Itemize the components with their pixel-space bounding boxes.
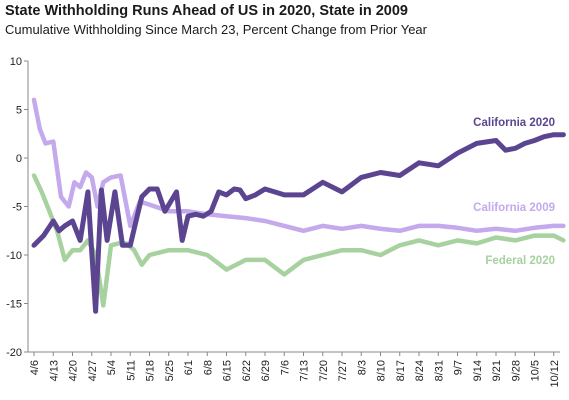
x-tick-label: 6/15 — [222, 360, 234, 381]
x-tick-labels: 4/6 4/13 4/20 4/27 5/4 5/11 5/18 5/25 6/1 6/8 6/15… — [29, 360, 561, 388]
x-tick-label: 6/29 — [260, 360, 272, 381]
x-tick-label: 9/7 — [453, 360, 465, 375]
series-label-california-2009: California 2009 — [473, 202, 555, 214]
x-tick-label: 6/8 — [202, 360, 214, 375]
x-tick-label: 10/5 — [530, 360, 542, 381]
x-tick-label: 5/18 — [145, 360, 157, 381]
x-tick-label: 9/14 — [472, 360, 484, 381]
y-tick-label: -10 — [6, 250, 22, 262]
y-tick-label: 10 — [10, 56, 22, 68]
x-tick-label: 6/22 — [241, 360, 253, 381]
chart-title: State Withholding Runs Ahead of US in 20… — [5, 3, 408, 19]
x-tick-label: 7/27 — [337, 360, 349, 381]
y-tick-labels: 10 5 0 -5 -10 -15 -20 — [6, 56, 22, 359]
x-tick-label: 7/6 — [279, 360, 291, 375]
x-tick-label: 7/20 — [318, 360, 330, 381]
y-tick-label: -20 — [6, 347, 22, 359]
x-tick-label: 4/13 — [48, 360, 60, 381]
y-tick-label: 5 — [16, 105, 22, 117]
series-line-federal-2020 — [31, 173, 566, 308]
x-tick-label: 5/4 — [106, 360, 118, 375]
y-tick-label: -5 — [12, 202, 22, 214]
series-label-california-2020: California 2020 — [473, 117, 555, 129]
x-tick-label: 10/12 — [549, 360, 561, 388]
chart-subtitle: Cumulative Withholding Since March 23, P… — [5, 22, 427, 37]
series-lines — [31, 97, 566, 314]
axes — [24, 60, 560, 356]
x-tick-label: 7/13 — [299, 360, 311, 381]
series-line-california-2020 — [31, 132, 566, 314]
series-label-federal-2020: Federal 2020 — [485, 255, 555, 267]
x-tick-label: 9/21 — [491, 360, 503, 381]
x-tick-label: 8/17 — [395, 360, 407, 381]
y-tick-label: -15 — [6, 299, 22, 311]
x-tick-label: 6/1 — [183, 360, 195, 375]
x-tick-label: 4/27 — [87, 360, 99, 381]
series-labels: California 2020 California 2009 Federal 20… — [473, 117, 555, 267]
x-tick-label: 5/25 — [164, 360, 176, 381]
x-tick-label: 5/11 — [125, 360, 137, 381]
x-tick-label: 8/3 — [356, 360, 368, 375]
x-tick-label: 4/6 — [29, 360, 41, 375]
x-tick-label: 4/20 — [68, 360, 80, 381]
x-tick-label: 8/10 — [376, 360, 388, 381]
x-tick-label: 8/31 — [433, 360, 445, 381]
x-tick-label: 9/28 — [510, 360, 522, 381]
y-tick-label: 0 — [16, 153, 22, 165]
x-tick-label: 8/24 — [414, 360, 426, 381]
